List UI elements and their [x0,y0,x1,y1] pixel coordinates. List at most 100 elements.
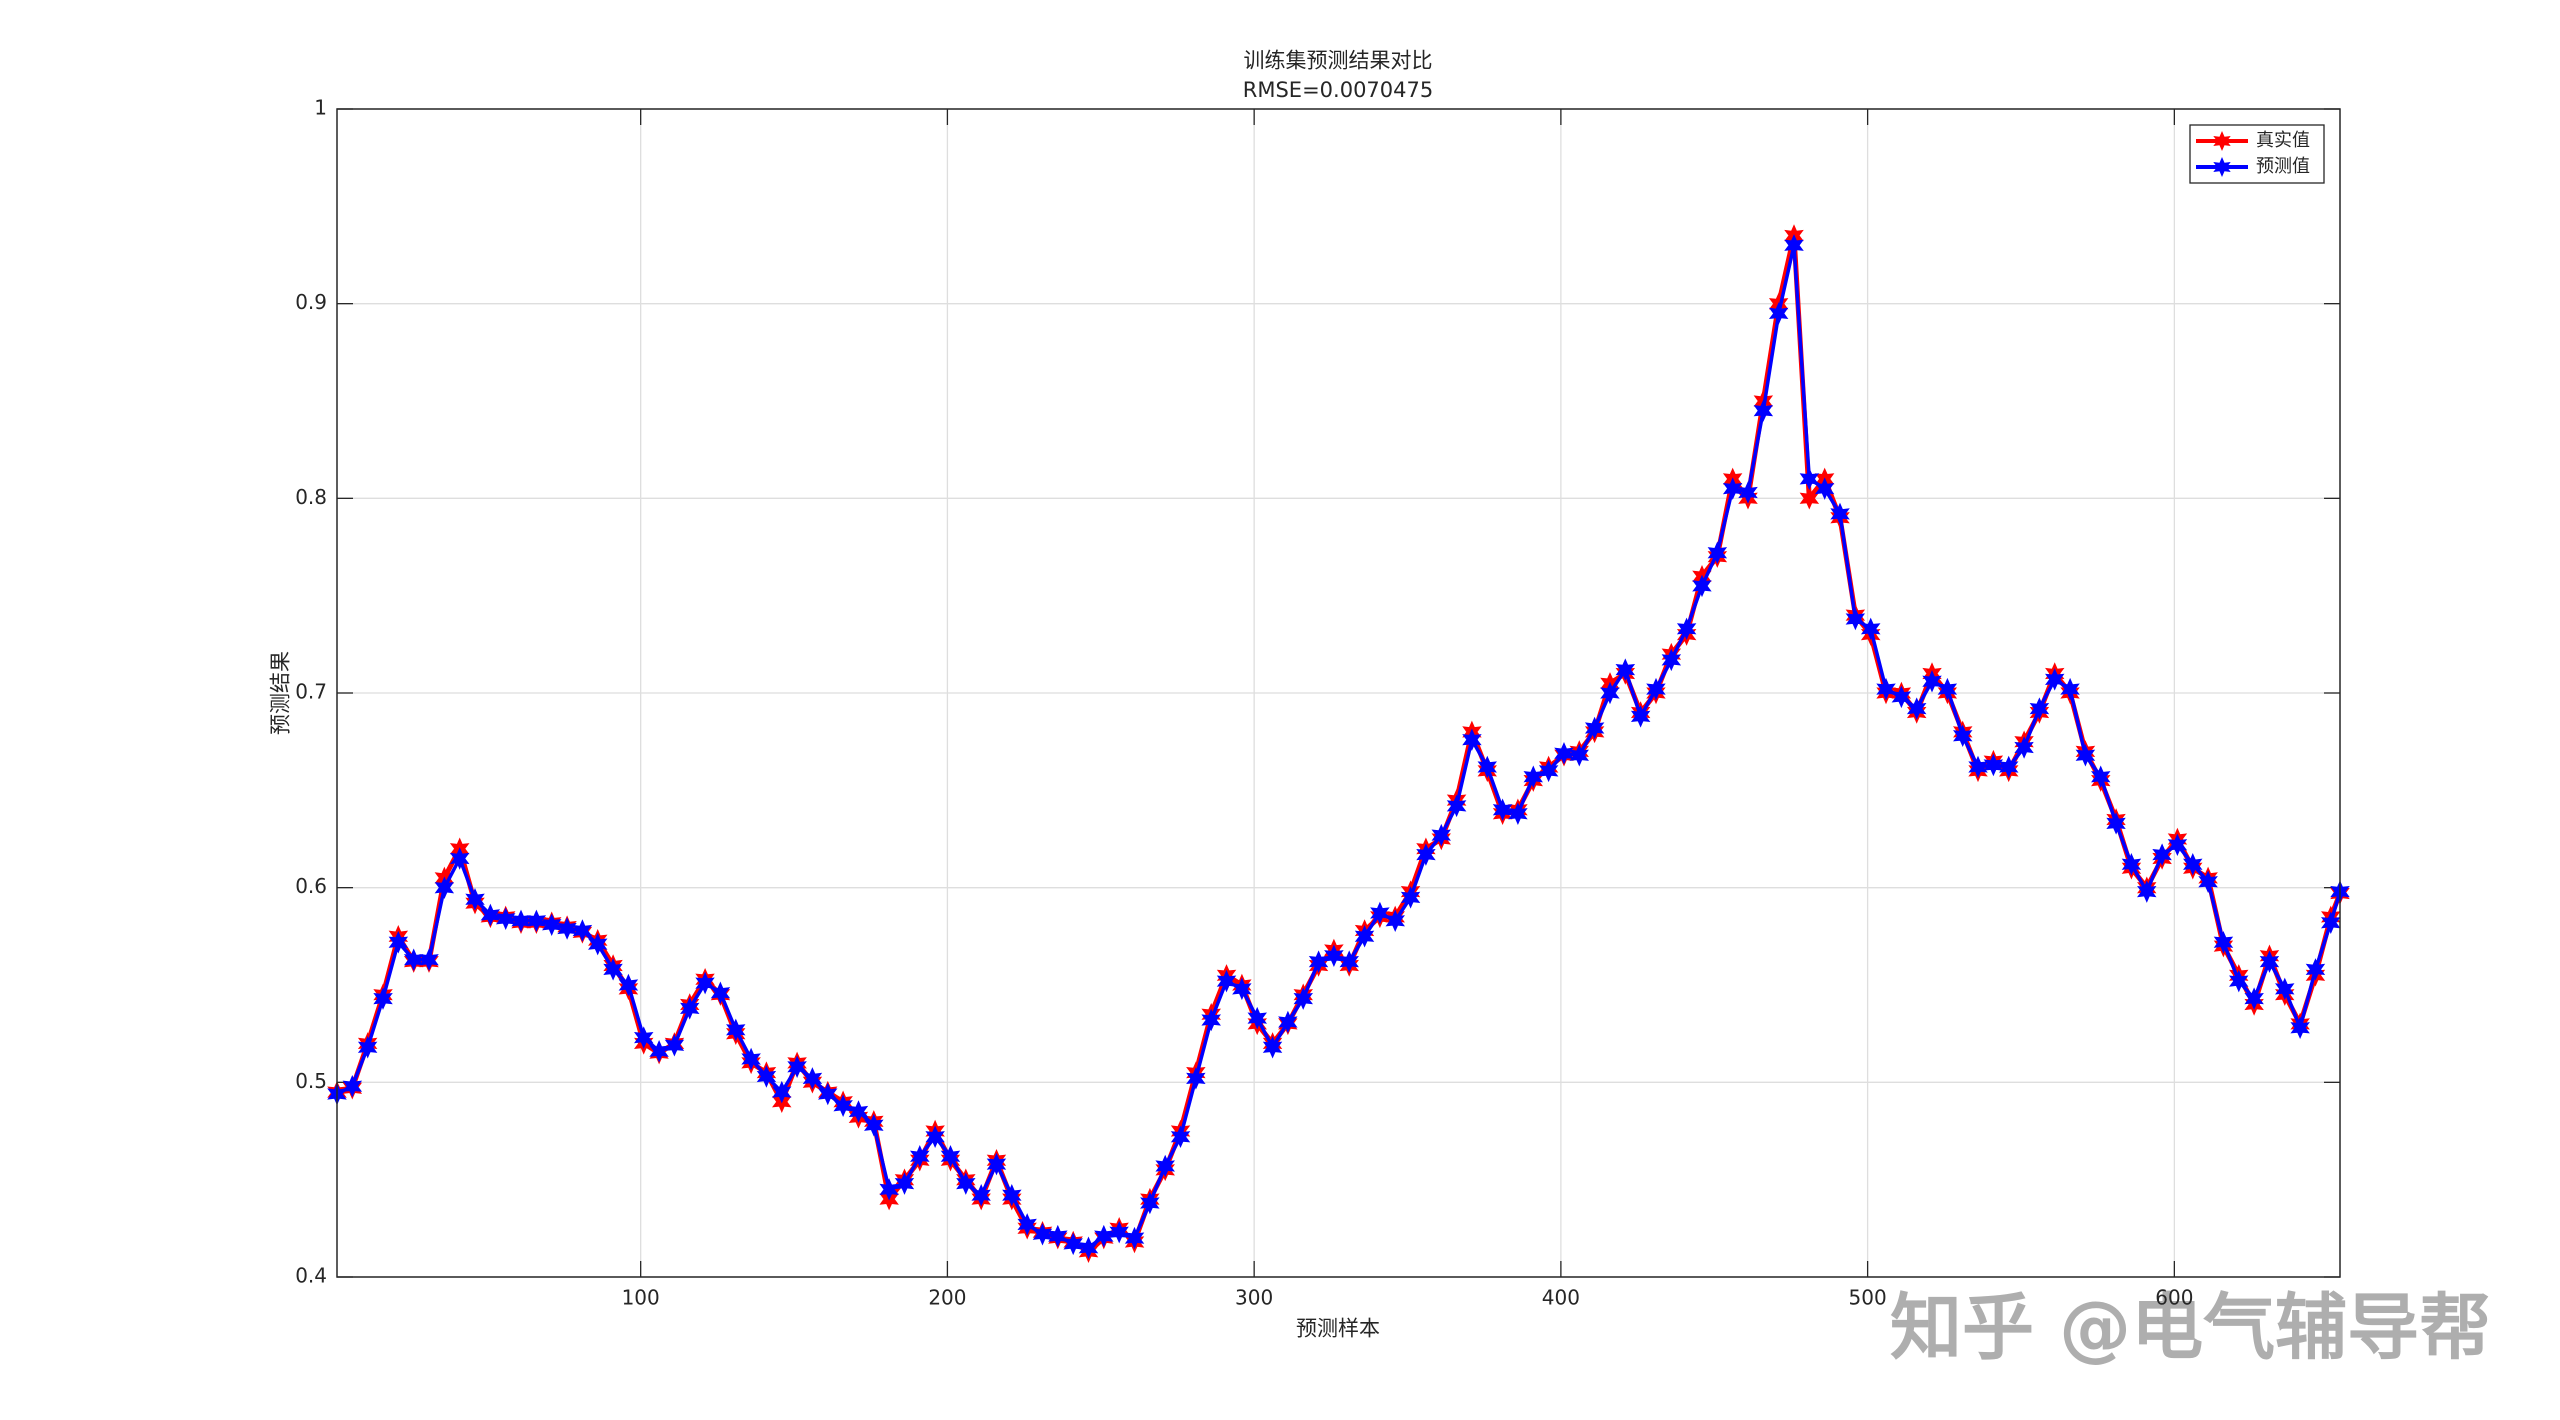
marker [1492,798,1513,822]
axes-box [336,108,2341,1278]
marker [1554,742,1574,765]
marker [756,1065,777,1088]
marker [2106,812,2126,835]
marker [2213,930,2234,954]
marker [1247,1006,1267,1030]
marker [649,1039,669,1063]
y-tick-label: 1 [314,96,327,120]
marker [557,917,577,940]
marker [495,907,516,931]
marker [802,1067,823,1090]
marker [1845,607,1866,631]
marker [1906,697,1927,720]
marker [1799,467,1820,491]
marker [1017,1213,1037,1236]
marker [833,1094,853,1117]
marker [1186,1067,1206,1090]
marker [1155,1154,1175,1178]
marker [2275,977,2295,1001]
marker [2290,1016,2310,1040]
marker [2091,765,2111,788]
marker [1416,843,1436,866]
marker [1262,1036,1283,1059]
marker [1293,987,1313,1010]
marker [634,1026,654,1049]
marker [603,958,623,981]
marker [588,932,608,956]
marker [1983,753,2004,777]
marker [1124,1226,1145,1250]
x-tick-label: 400 [1542,1286,1580,1310]
marker [1860,617,1881,641]
marker [1109,1220,1129,1244]
marker [542,913,562,936]
marker [1078,1236,1099,1260]
marker [2014,736,2034,759]
marker [1722,477,1743,500]
marker [1232,977,1252,1001]
marker [1140,1191,1160,1215]
marker [1370,901,1390,925]
marker [894,1172,915,1195]
marker [971,1183,991,1207]
marker [2137,880,2157,903]
legend-marker [2213,131,2231,151]
marker [1339,950,1359,973]
marker [1446,794,1467,818]
marker [2075,744,2096,767]
marker [1768,302,1789,325]
marker [1002,1183,1022,1207]
marker [1646,677,1666,701]
marker [1876,677,1896,701]
y-tick-label: 0.4 [295,1264,327,1288]
marker [1676,617,1697,641]
marker [1753,399,1774,422]
marker [1048,1224,1068,1248]
y-tick-label: 0.6 [295,874,327,898]
marker [879,1178,899,1201]
x-tick-label: 300 [1235,1286,1273,1310]
marker [2259,950,2280,973]
marker [1538,759,1559,783]
plot [327,224,2350,1263]
marker [772,1080,792,1104]
marker [1201,1008,1221,1032]
marker [2167,833,2188,857]
marker [1385,909,1405,933]
marker [1569,744,1589,767]
marker [1661,648,1682,672]
marker [1523,765,1543,788]
legend-box [2189,124,2325,184]
marker [2198,870,2218,894]
marker [1692,574,1712,598]
marker [449,847,470,870]
x-tick-label: 100 [622,1286,660,1310]
marker [1584,716,1605,740]
marker [726,1018,746,1042]
x-tick-label: 200 [928,1286,966,1310]
marker [1032,1222,1053,1246]
marker [1308,950,1329,973]
marker [1063,1232,1083,1256]
marker [1937,677,1958,701]
y-tick-label: 0.8 [295,485,327,509]
marker [1999,755,2019,779]
x-tick-label: 600 [2155,1286,2193,1310]
marker [526,909,547,933]
marker [925,1125,945,1149]
marker [910,1145,930,1168]
marker [1278,1010,1298,1034]
marker [710,981,731,1005]
marker [818,1082,838,1106]
marker [357,1036,378,1059]
marker [848,1100,869,1123]
y-tick-label: 0.9 [295,290,327,314]
marker [1431,823,1451,847]
marker [1324,944,1344,968]
marker [2029,697,2050,720]
marker [373,987,393,1010]
marker [2244,987,2264,1010]
marker [342,1074,363,1098]
